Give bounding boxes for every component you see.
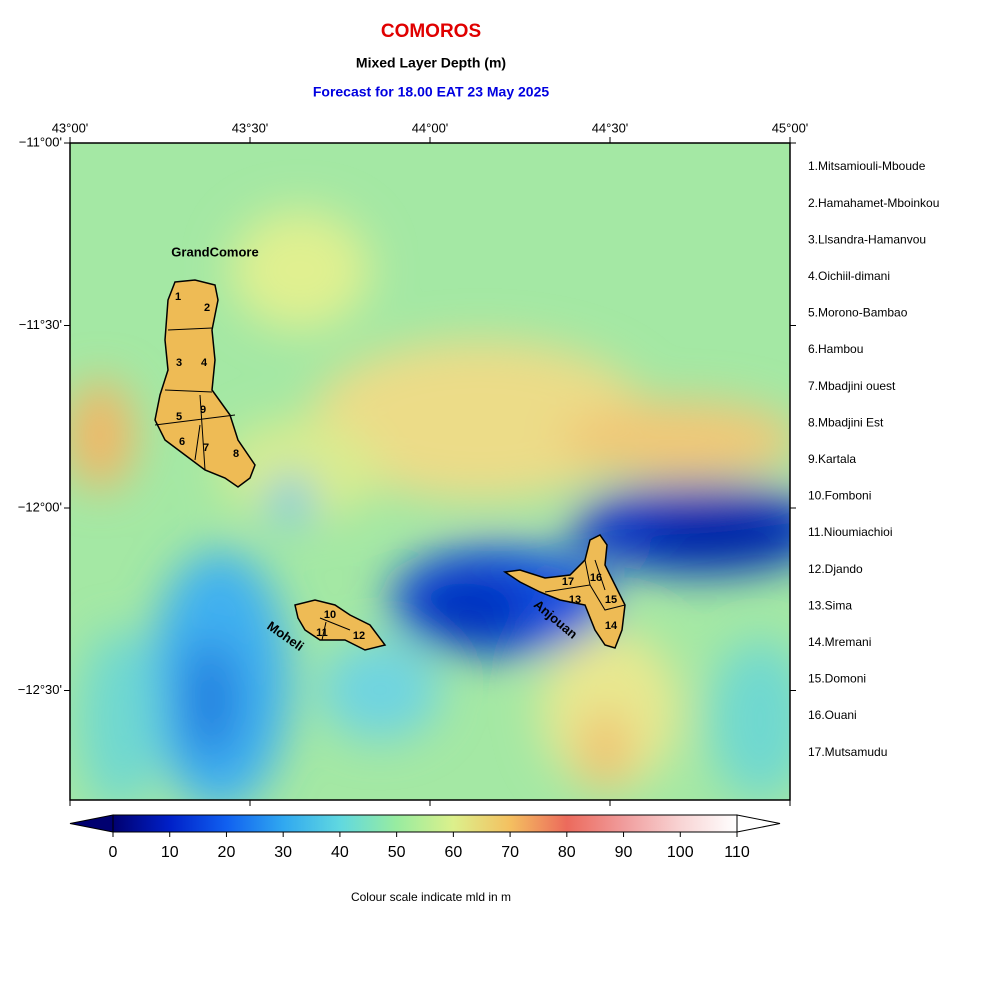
lat-tick-label: −11°30': [19, 317, 62, 332]
legend-entry: 17.Mutsamudu: [808, 745, 887, 759]
colorbar-tick-label: 10: [161, 844, 179, 861]
region-number: 12: [353, 630, 365, 642]
region-number: 10: [324, 609, 336, 621]
anjouan: [502, 534, 626, 649]
region-number: 16: [590, 572, 602, 584]
legend-entry: 11.Nioumiachioi: [808, 525, 893, 539]
lat-tick-label: −12°30': [18, 682, 62, 697]
region-number: 3: [176, 357, 182, 369]
colorbar-tick-label: 60: [444, 844, 462, 861]
lon-tick-label: 43°30': [232, 120, 269, 135]
region-number: 7: [203, 442, 209, 454]
region-number: 14: [605, 620, 618, 632]
legend-entry: 3.Llsandra-Hamanvou: [808, 232, 926, 246]
lat-tick-label: −11°00': [19, 134, 62, 149]
forecast: Forecast for 18.00 EAT 23 May 2025: [313, 84, 550, 100]
legend-entry: 5.Morono-Bambao: [808, 306, 908, 320]
lon-tick-label: 43°00': [52, 120, 89, 135]
legend-entry: 7.Mbadjini ouest: [808, 379, 896, 393]
lon-tick-label: 44°00': [412, 120, 449, 135]
colorbar-tick-label: 100: [667, 844, 694, 861]
legend: 1.Mitsamiouli-Mboude 2.Hamahamet-Mboinkou…: [808, 159, 939, 759]
colorbar-under: [69, 814, 114, 833]
region-number: 5: [176, 411, 182, 423]
colorbar: 0 10 20 30 40 50 60 70 80 90 100 110: [69, 814, 781, 861]
region-borders: [154, 327, 626, 641]
colorbar-tick-label: 110: [724, 844, 750, 861]
colorbar-tick-label: 80: [558, 844, 576, 861]
colorbar-tick-label: 50: [388, 844, 406, 861]
region-number: 17: [562, 576, 574, 588]
region-number: 11: [316, 627, 328, 639]
colorbar-tick-label: 40: [331, 844, 349, 861]
lon-tick-label: 44°30': [592, 120, 629, 135]
colorbar-tick-label: 0: [109, 844, 118, 861]
lat-tick-label: −12°00': [18, 499, 62, 514]
colorbar-tick-label: 20: [218, 844, 236, 861]
axes: 43°00' 43°30' 44°00' 44°30' 45°00' −11°00' −11…: [18, 120, 809, 806]
island-label: GrandComore: [171, 244, 258, 259]
grand-comore: [154, 279, 256, 488]
region-number: 6: [179, 436, 185, 448]
colorbar-tick-label: 90: [615, 844, 633, 861]
region-number: 13: [569, 594, 581, 606]
title: COMOROS: [381, 21, 481, 42]
colorbar-tick-label: 70: [501, 844, 519, 861]
mld-field: [70, 143, 790, 800]
region-number: 2: [204, 302, 210, 314]
colorbar-caption: Colour scale indicate mld in m: [351, 890, 511, 904]
legend-entry: 16.Ouani: [808, 708, 857, 722]
region-number: 15: [605, 594, 617, 606]
legend-entry: 12.Djando: [808, 562, 863, 576]
region-number: 1: [175, 291, 181, 303]
colorbar-tick-label: 30: [274, 844, 292, 861]
region-number: 4: [201, 357, 208, 369]
legend-entry: 15.Domoni: [808, 672, 866, 686]
region-number: 8: [233, 448, 239, 460]
legend-entry: 2.Hamahamet-Mboinkou: [808, 196, 939, 210]
region-number: 9: [200, 404, 206, 416]
colorbar-bar: [112, 814, 738, 833]
legend-entry: 9.Kartala: [808, 452, 856, 466]
subtitle: Mixed Layer Depth (m): [356, 55, 506, 71]
legend-entry: 14.Mremani: [808, 635, 871, 649]
legend-entry: 1.Mitsamiouli-Mboude: [808, 159, 926, 173]
legend-entry: 6.Hambou: [808, 342, 863, 356]
legend-entry: 4.Oichiil-dimani: [808, 269, 890, 283]
lon-tick-label: 45°00': [772, 120, 809, 135]
colorbar-over: [736, 814, 781, 833]
moheli: [294, 599, 387, 651]
legend-entry: 10.Fomboni: [808, 489, 871, 503]
islands: [154, 279, 626, 651]
legend-entry: 13.Sima: [808, 598, 852, 612]
legend-entry: 8.Mbadjini Est: [808, 415, 884, 429]
